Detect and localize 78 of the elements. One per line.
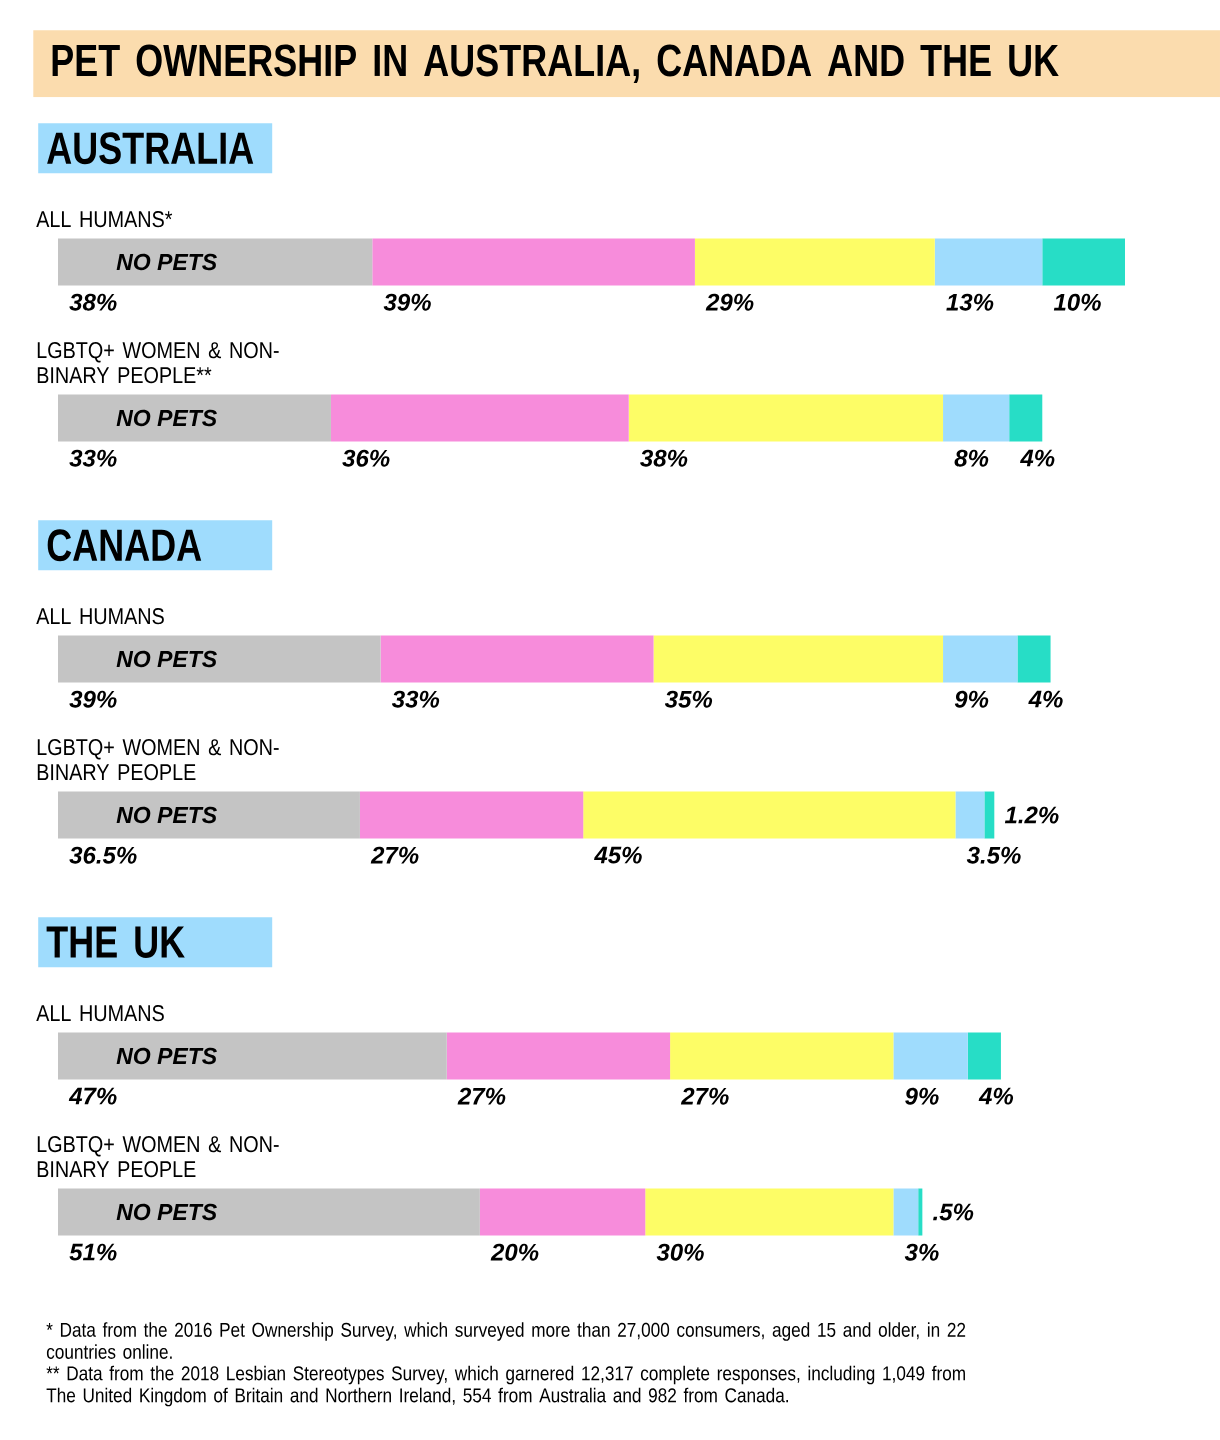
bar <box>583 791 956 839</box>
data-label: 20% <box>490 1243 539 1261</box>
bar <box>479 1188 646 1236</box>
text: ** Data from the 2018 Lesbian Stereotypes Survey, which garnered 12,317 complete responses, including 1,049 from The United Kingdom of Britain and Northern Ireland, 554 from Australia and 982 from Canada. <box>46 1365 965 1407</box>
data-label: 51% <box>69 1243 117 1261</box>
data-label: 13% <box>946 293 994 311</box>
data-label: 33% <box>391 690 440 708</box>
bar <box>984 791 995 839</box>
text: NO PETS <box>116 1203 217 1221</box>
data-label: 39% <box>69 690 117 708</box>
bar <box>1017 635 1051 683</box>
chart-subtitle: AUSTRALIA <box>47 132 254 165</box>
bar <box>380 635 654 683</box>
bar <box>359 791 584 839</box>
data-label: 10% <box>1053 293 1101 311</box>
series-label: NO PETS <box>116 1047 217 1065</box>
data-label: 35% <box>664 690 713 708</box>
bar <box>893 1188 919 1236</box>
y-tick-label: LGBTQ+ WOMEN & NON-BINARY PEOPLE** <box>37 342 279 384</box>
bar <box>330 394 629 442</box>
bar <box>918 1188 923 1236</box>
data-label: 27% <box>457 1087 506 1105</box>
y-tick-label: ALL HUMANS <box>36 1005 164 1022</box>
data-label: 8% <box>954 449 989 467</box>
data-label: 27% <box>680 1087 729 1105</box>
bar <box>670 1032 894 1080</box>
bar <box>645 1188 894 1236</box>
bar <box>58 238 373 286</box>
series-label: NO PETS <box>116 253 217 271</box>
data-label: 27% <box>370 846 419 864</box>
bar <box>372 238 695 286</box>
y-tick-label: ALL HUMANS* <box>36 211 173 228</box>
data-label: 9% <box>905 1087 939 1105</box>
bar <box>653 635 944 683</box>
chart-subtitle: CANADA <box>47 529 202 562</box>
text: * Data from the 2016 Pet Ownership Survey, which surveyed more than 27,000 consumers, aged 15 and older, in 22 countries online. <box>46 1322 966 1359</box>
data-label: 47% <box>68 1087 117 1105</box>
bar <box>955 791 985 839</box>
bar <box>893 1032 968 1080</box>
bar <box>58 791 360 839</box>
bar <box>58 394 331 442</box>
data-label: 3.5% <box>966 846 1021 864</box>
chart-subtitle: THE UK <box>46 926 185 958</box>
data-label: 9% <box>954 690 989 708</box>
y-tick-label: ALL HUMANS <box>36 608 164 625</box>
y-tick-label: LGBTQ+ WOMEN & NON-BINARY PEOPLE <box>37 1136 279 1178</box>
data-label: 3% <box>904 1243 939 1261</box>
data-label: 38% <box>640 449 688 467</box>
bar <box>943 635 1018 683</box>
data-label: 39% <box>383 293 431 311</box>
data-label: 45% <box>594 846 642 864</box>
chart-title: PET OWNERSHIP IN AUSTRALIA, CANADA AND THE UK <box>52 44 1059 83</box>
bar <box>934 238 1043 286</box>
data-label: 1.2% <box>1004 806 1059 824</box>
y-tick-label: LGBTQ+ WOMEN & NON-BINARY PEOPLE <box>37 739 279 781</box>
bar <box>628 394 944 442</box>
bar <box>1009 394 1043 442</box>
bar <box>967 1032 1001 1080</box>
series-label: NO PETS <box>116 650 217 668</box>
data-label: 4% <box>978 1087 1014 1105</box>
bar <box>58 1032 447 1080</box>
data-label: 4% <box>1028 690 1063 708</box>
bar <box>446 1032 671 1080</box>
bar <box>694 238 935 286</box>
text: NO PETS <box>116 409 217 427</box>
data-label: .5% <box>933 1203 974 1221</box>
data-label: 36% <box>342 449 390 467</box>
data-label: 29% <box>705 293 754 311</box>
data-label: 38% <box>69 293 117 311</box>
bar <box>1042 238 1125 286</box>
text: NO PETS <box>116 806 217 824</box>
bar <box>58 635 381 683</box>
data-label: 33% <box>69 449 117 467</box>
data-label: 30% <box>656 1243 704 1261</box>
bar <box>943 394 1010 442</box>
bar <box>58 1188 480 1236</box>
data-label: 36.5% <box>69 846 137 864</box>
data-label: 4% <box>1020 449 1055 467</box>
